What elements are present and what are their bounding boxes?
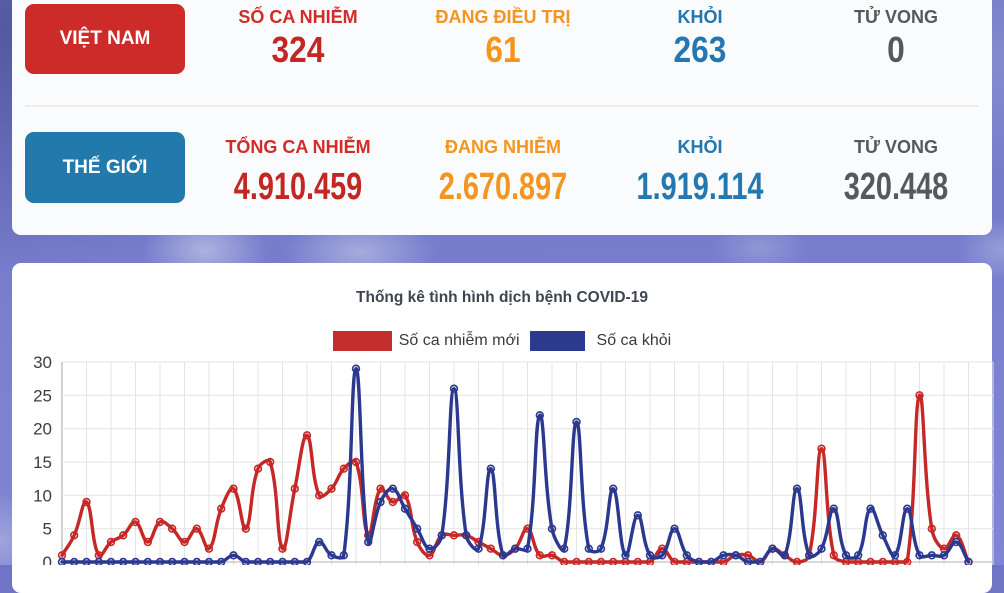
svg-text:5: 5 bbox=[43, 520, 52, 539]
svg-text:25: 25 bbox=[33, 386, 52, 405]
svg-text:20: 20 bbox=[33, 420, 52, 439]
svg-text:0: 0 bbox=[43, 553, 52, 565]
svg-text:15: 15 bbox=[33, 453, 52, 472]
svg-text:10: 10 bbox=[33, 486, 52, 505]
svg-text:30: 30 bbox=[33, 353, 52, 372]
